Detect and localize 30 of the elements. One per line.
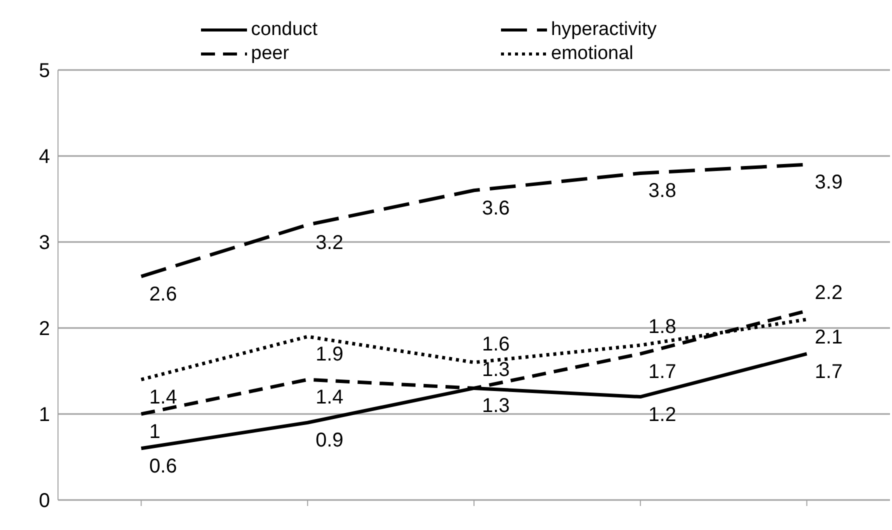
- data-label: 1.9: [316, 344, 344, 366]
- data-label: 2.1: [814, 326, 843, 348]
- legend-label: emotional: [551, 43, 634, 65]
- data-label: 2.2: [814, 282, 843, 304]
- data-label: 1.4: [149, 386, 178, 409]
- y-tick-label: 1: [38, 404, 50, 426]
- y-tick-label: 0: [38, 490, 50, 512]
- y-tick-label: 5: [38, 60, 50, 82]
- data-label: 3.9: [814, 172, 843, 194]
- y-tick-label: 3: [38, 232, 50, 254]
- y-tick-label: 2: [38, 318, 50, 340]
- legend-label: conduct: [251, 19, 318, 41]
- data-label: 2.6: [149, 283, 178, 306]
- data-label: 1.3: [482, 395, 510, 418]
- legend-label: peer: [251, 43, 290, 65]
- data-label: 1.4: [316, 386, 344, 409]
- data-label: 1: [149, 421, 160, 443]
- data-label: 1.8: [648, 316, 676, 338]
- data-label: 1.6: [482, 333, 510, 356]
- data-label: 1.7: [648, 360, 676, 383]
- y-tick-label: 4: [38, 146, 50, 168]
- data-label: 0.9: [316, 430, 344, 452]
- data-label: 1.3: [482, 359, 510, 382]
- data-label: 3.6: [482, 197, 510, 220]
- data-label: 1.2: [648, 404, 676, 426]
- data-label: 3.2: [316, 232, 344, 254]
- data-label: 0.6: [149, 455, 178, 478]
- legend-label: hyperactivity: [551, 19, 657, 41]
- data-label: 1.7: [814, 360, 843, 383]
- data-label: 3.8: [648, 180, 676, 202]
